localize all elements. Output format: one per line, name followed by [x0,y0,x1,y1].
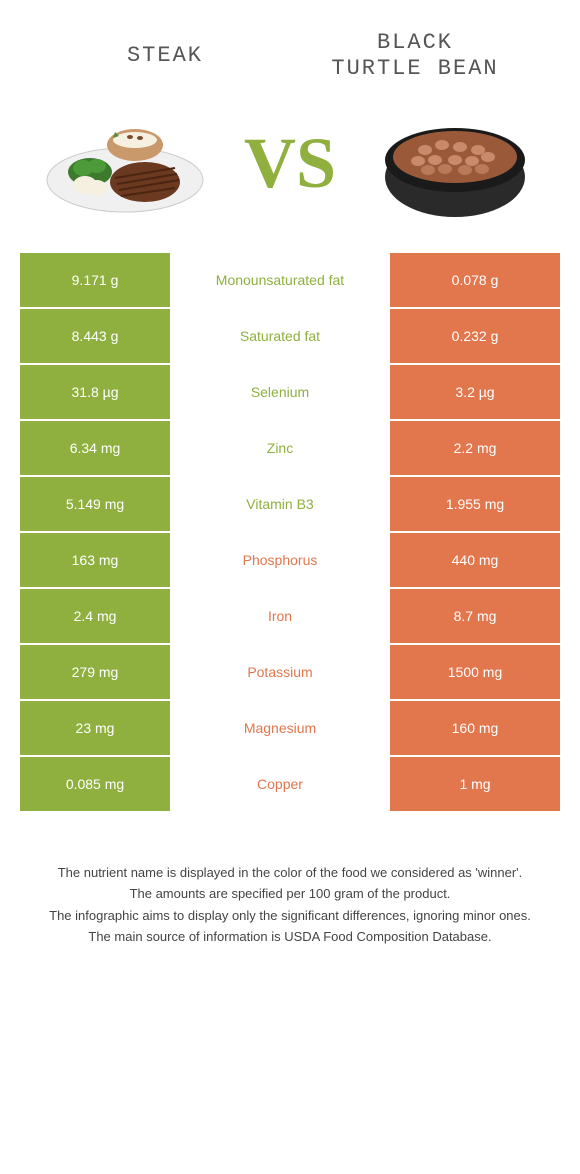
right-value: 440 mg [390,533,560,587]
footer-line-4: The main source of information is USDA F… [30,927,550,947]
footer: The nutrient name is displayed in the co… [0,813,580,989]
table-row: 163 mgPhosphorus440 mg [20,533,560,587]
right-value: 1 mg [390,757,560,811]
footer-line-1: The nutrient name is displayed in the co… [30,863,550,883]
nutrient-label: Iron [170,589,390,643]
table-row: 2.4 mgIron8.7 mg [20,589,560,643]
right-value: 0.232 g [390,309,560,363]
nutrient-label: Saturated fat [170,309,390,363]
steak-image [40,103,210,223]
left-value: 23 mg [20,701,170,755]
table-row: 6.34 mgZinc2.2 mg [20,421,560,475]
left-value: 5.149 mg [20,477,170,531]
left-value: 279 mg [20,645,170,699]
nutrient-label: Zinc [170,421,390,475]
nutrient-label: Magnesium [170,701,390,755]
vs-label: VS [244,127,336,199]
table-row: 8.443 gSaturated fat0.232 g [20,309,560,363]
nutrient-label: Vitamin B3 [170,477,390,531]
table-row: 5.149 mgVitamin B31.955 mg [20,477,560,531]
right-value: 3.2 µg [390,365,560,419]
infographic-container: STEAK BLACK TURTLE BEAN VS [0,0,580,989]
right-value: 2.2 mg [390,421,560,475]
bean-image [370,103,540,223]
right-value: 8.7 mg [390,589,560,643]
vs-row: VS [0,103,580,253]
nutrient-label: Phosphorus [170,533,390,587]
left-value: 6.34 mg [20,421,170,475]
header: STEAK BLACK TURTLE BEAN [0,0,580,103]
right-value: 1.955 mg [390,477,560,531]
left-value: 0.085 mg [20,757,170,811]
comparison-table: 9.171 gMonounsaturated fat0.078 g8.443 g… [0,253,580,811]
left-value: 163 mg [20,533,170,587]
table-row: 9.171 gMonounsaturated fat0.078 g [20,253,560,307]
right-value: 0.078 g [390,253,560,307]
table-row: 23 mgMagnesium160 mg [20,701,560,755]
footer-line-2: The amounts are specified per 100 gram o… [30,884,550,904]
left-value: 8.443 g [20,309,170,363]
title-right: BLACK TURTLE BEAN [290,30,540,83]
right-value: 160 mg [390,701,560,755]
nutrient-label: Potassium [170,645,390,699]
left-value: 2.4 mg [20,589,170,643]
nutrient-label: Selenium [170,365,390,419]
table-row: 31.8 µgSelenium3.2 µg [20,365,560,419]
footer-line-3: The infographic aims to display only the… [30,906,550,926]
left-value: 31.8 µg [20,365,170,419]
nutrient-label: Monounsaturated fat [170,253,390,307]
nutrient-label: Copper [170,757,390,811]
table-row: 0.085 mgCopper1 mg [20,757,560,811]
table-row: 279 mgPotassium1500 mg [20,645,560,699]
right-value: 1500 mg [390,645,560,699]
title-left: STEAK [40,43,290,69]
left-value: 9.171 g [20,253,170,307]
